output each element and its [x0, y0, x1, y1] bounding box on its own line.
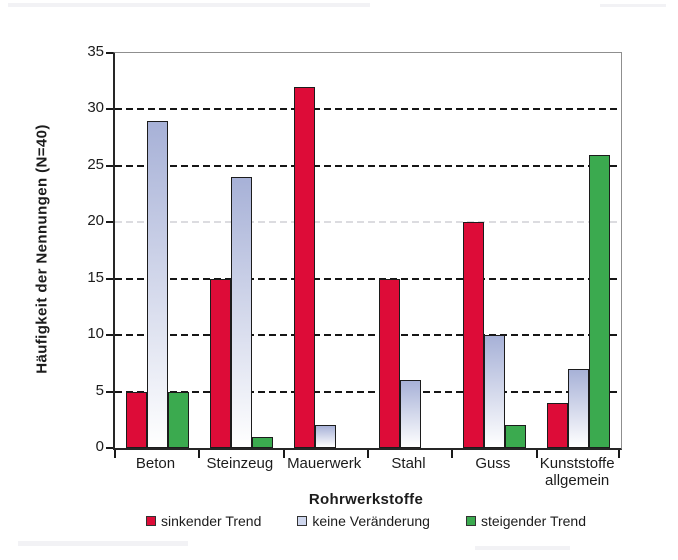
- x-tick-4: [451, 450, 454, 458]
- category-label-steinzeug: Steinzeug: [206, 455, 274, 472]
- y-tick-label-5: 5: [95, 381, 104, 399]
- y-tick-30: [106, 108, 113, 111]
- legend-swatch-blue: [297, 516, 308, 526]
- x-tick-3: [367, 450, 369, 458]
- legend: sinkender Trend keine Veränderung steige…: [113, 513, 619, 529]
- y-tick-35: [106, 52, 113, 54]
- category-label-kunststoffe-allgemein: Kunststoffe allgemein: [539, 455, 615, 489]
- category-label-mauerwerk: Mauerwerk: [287, 455, 362, 472]
- bar-steigender-trend-beton: [167, 391, 189, 448]
- x-tick-1: [198, 450, 201, 458]
- bar-keine-veränderung-stahl: [399, 380, 421, 448]
- bar-sinkender-trend-stahl: [378, 278, 400, 448]
- legend-label-sinkender-trend: sinkender Trend: [160, 513, 262, 529]
- gridline-30: [115, 108, 621, 111]
- y-tick-label-30: 30: [87, 99, 104, 117]
- legend-swatch-green: [465, 516, 476, 526]
- bar-keine-veränderung-kunststoffe-allgemein: [568, 369, 590, 448]
- y-tick-label-10: 10: [87, 325, 104, 343]
- scan-artifact-bottom-left: [18, 541, 188, 546]
- y-tick-10: [106, 334, 113, 337]
- legend-label-keine-veraenderung: keine Veränderung: [312, 513, 430, 529]
- y-tick-5: [106, 390, 113, 393]
- legend-swatch-red: [145, 516, 156, 526]
- legend-label-steigender-trend: steigender Trend: [480, 513, 587, 529]
- bar-steigender-trend-guss: [505, 425, 526, 448]
- gridline-5: [115, 390, 621, 393]
- bar-sinkender-trend-mauerwerk: [294, 86, 316, 448]
- y-tick-15: [106, 277, 113, 280]
- bar-keine-veränderung-steinzeug: [231, 177, 252, 448]
- bar-sinkender-trend-steinzeug: [210, 278, 231, 448]
- legend-item-sinkender-trend: sinkender Trend: [145, 513, 262, 529]
- bar-steigender-trend-steinzeug: [252, 436, 273, 448]
- y-tick-0: [106, 447, 113, 449]
- y-tick-20: [106, 221, 113, 224]
- plot-area: [106, 52, 622, 458]
- y-axis-title: Häufigkeit der Nennungen (N=40): [33, 124, 51, 374]
- y-tick-label-15: 15: [87, 268, 104, 286]
- y-tick-label-20: 20: [87, 212, 104, 230]
- y-tick-label-35: 35: [87, 43, 104, 60]
- category-label-guss: Guss: [475, 455, 511, 472]
- gridline-25: [115, 164, 621, 167]
- bar-steigender-trend-kunststoffe-allgemein: [589, 154, 611, 448]
- scan-artifact-top-right: [600, 4, 666, 7]
- y-tick-label-0: 0: [95, 438, 104, 455]
- x-tick-2: [282, 450, 285, 458]
- x-tick-0: [114, 450, 116, 458]
- bar-sinkender-trend-guss: [463, 222, 484, 448]
- x-axis-title: Rohrwerkstoffe: [308, 491, 424, 508]
- category-label-beton: Beton: [135, 455, 176, 472]
- gridline-10: [115, 334, 621, 337]
- scan-artifact-top: [8, 3, 370, 7]
- bar-keine-veränderung-guss: [484, 335, 505, 448]
- gridline-15: [115, 277, 621, 280]
- x-tick-6: [618, 450, 620, 458]
- y-tick-25: [106, 164, 113, 167]
- bar-sinkender-trend-kunststoffe-allgemein: [547, 402, 569, 448]
- bar-keine-veränderung-beton: [146, 120, 168, 448]
- legend-item-keine-veraenderung: keine Veränderung: [297, 513, 430, 529]
- bar-keine-veränderung-mauerwerk: [315, 425, 337, 448]
- scan-artifact-bottom-right: [475, 546, 570, 550]
- y-tick-label-25: 25: [87, 155, 104, 173]
- category-label-stahl: Stahl: [391, 455, 426, 472]
- bar-sinkender-trend-beton: [125, 391, 147, 448]
- x-tick-5: [535, 450, 538, 458]
- legend-item-steigender-trend: steigender Trend: [465, 513, 587, 529]
- gridline-20: [115, 221, 621, 224]
- x-category-labels: Beton Steinzeug Mauerwerk Stahl Guss Kunststo…: [113, 455, 619, 491]
